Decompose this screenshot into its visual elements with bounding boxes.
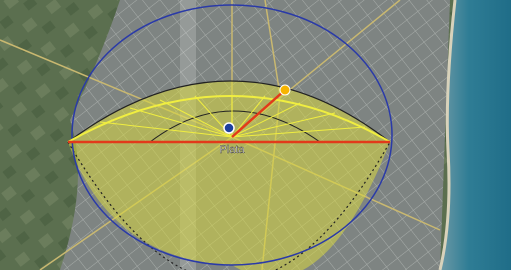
sun-position bbox=[280, 85, 290, 95]
map-view: Plata bbox=[0, 0, 511, 270]
place-label: Plata bbox=[219, 144, 245, 156]
location-marker bbox=[224, 123, 234, 133]
